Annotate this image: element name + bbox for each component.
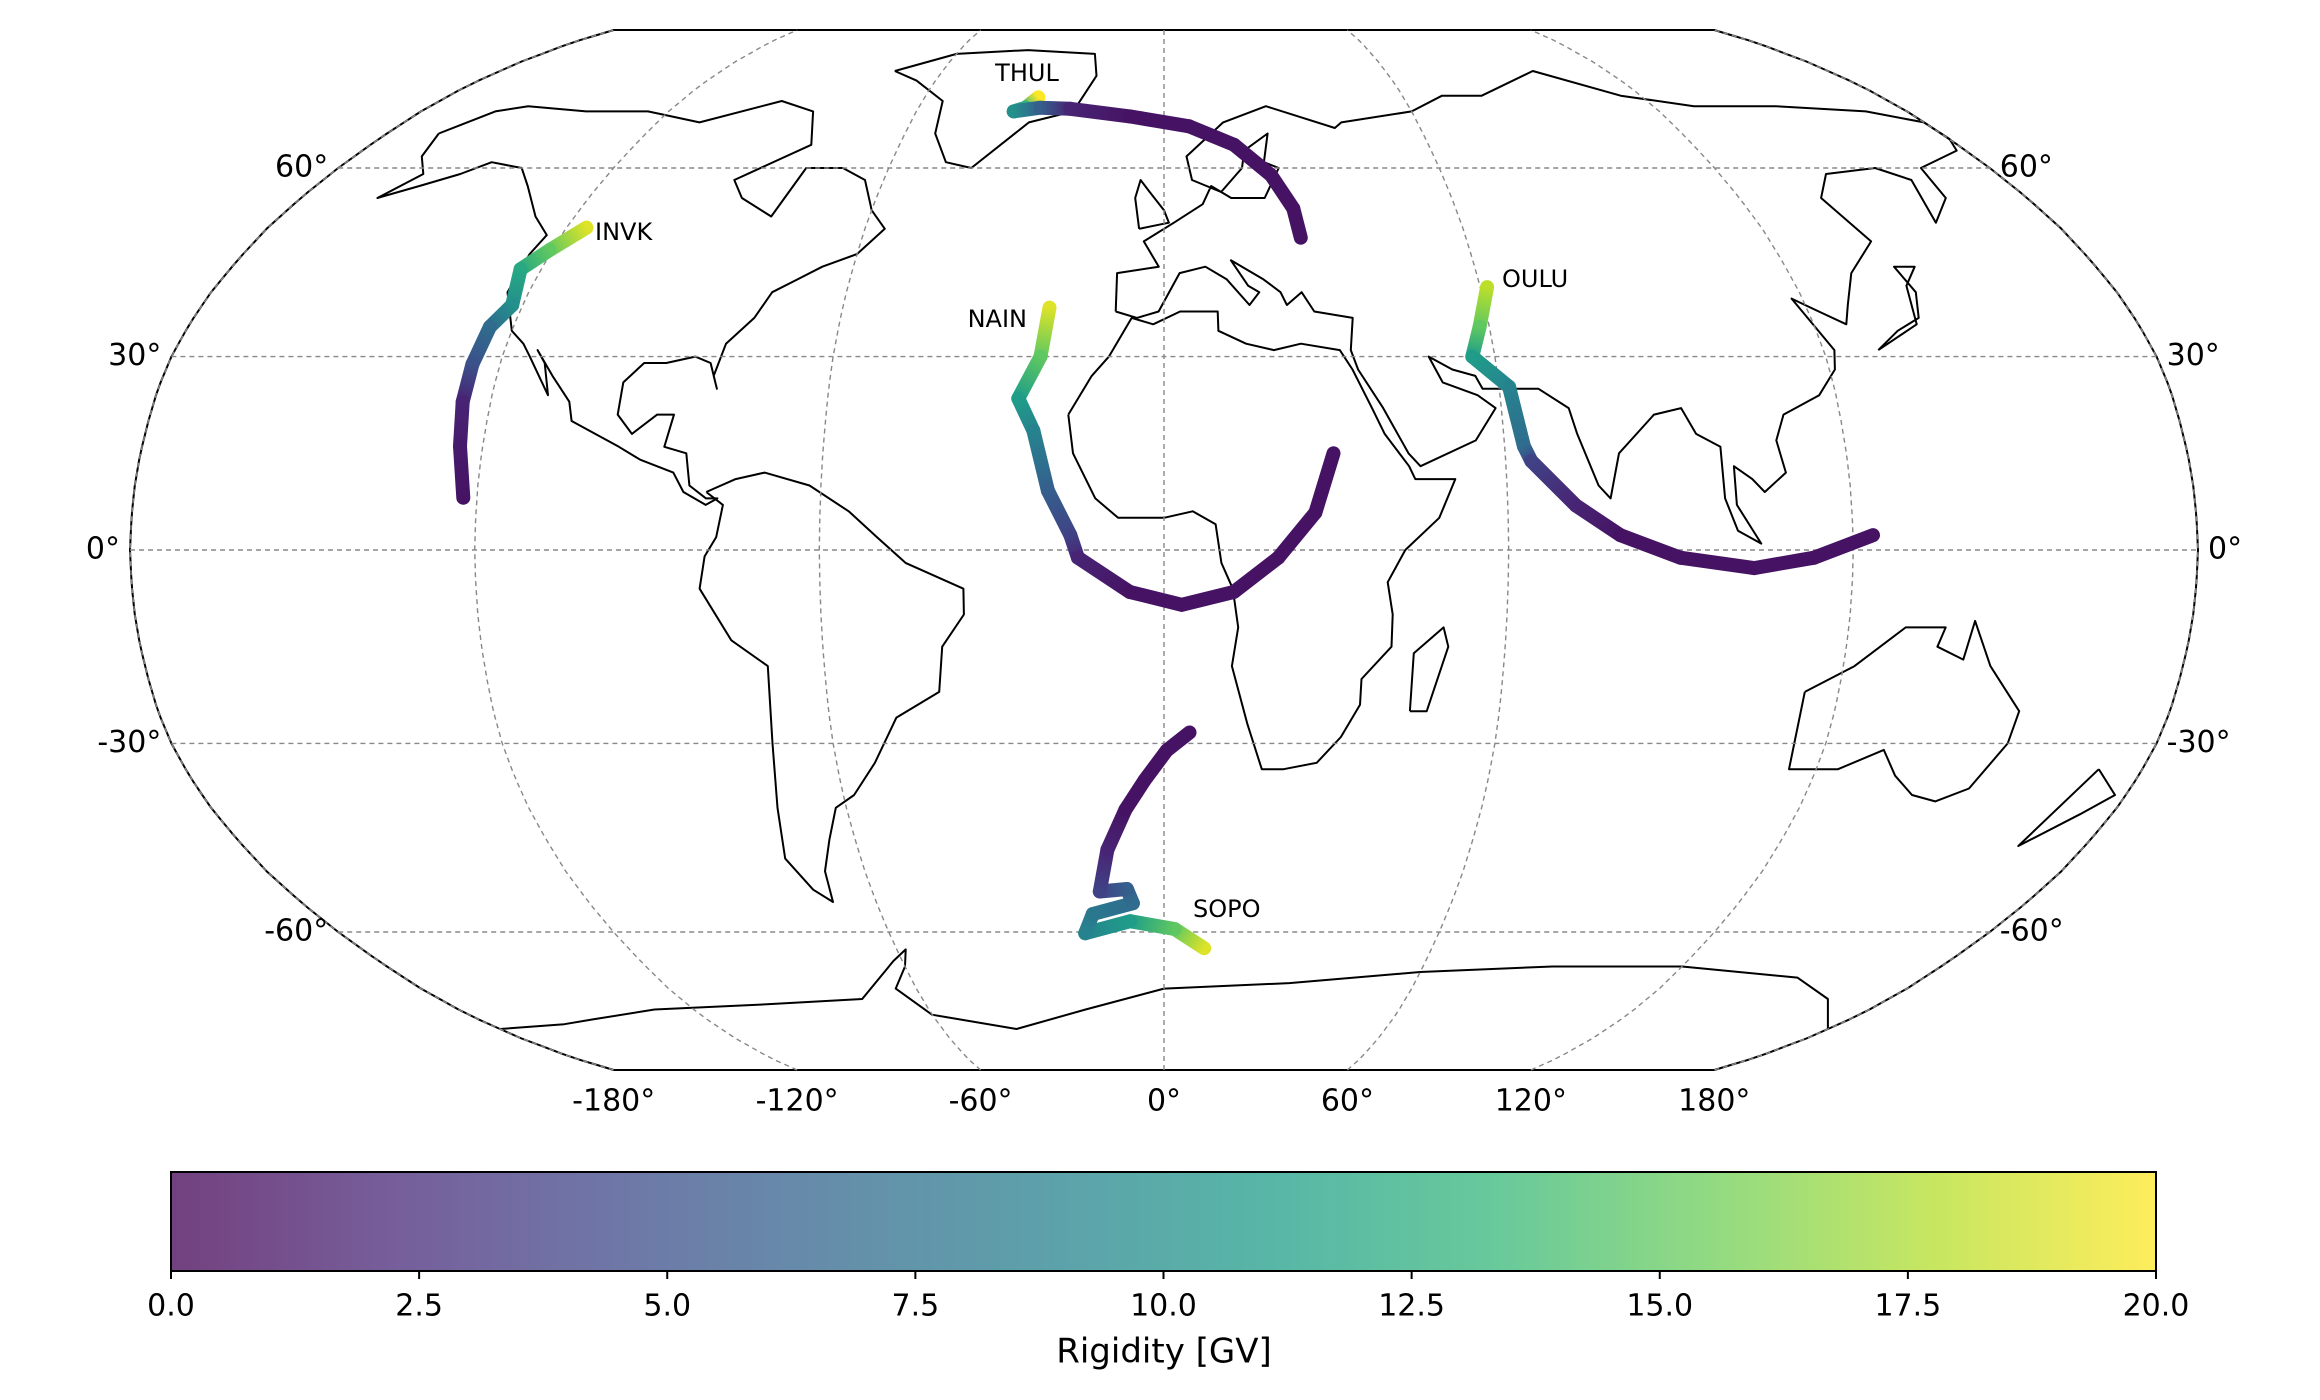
trajectory-segment — [1524, 454, 1583, 513]
trajectory-segment — [453, 394, 470, 454]
lon-tick-label: 0° — [1147, 1084, 1181, 1119]
coastline — [1067, 310, 1457, 771]
lat-tick-label: -60° — [2000, 913, 2064, 948]
station-label: INVK — [595, 218, 653, 246]
lat-tick-label: -60° — [264, 913, 328, 948]
lon-tick-label: 120° — [1495, 1084, 1567, 1119]
coastline — [376, 100, 886, 506]
trajectory-segment — [1807, 528, 1880, 565]
trajectory-segment — [1092, 842, 1115, 899]
trajectory-segment — [1613, 528, 1688, 565]
colorbar-tick-label: 5.0 — [643, 1289, 691, 1324]
colorbar-tick-label: 17.5 — [1874, 1289, 1941, 1324]
coastline — [1134, 179, 1170, 230]
trajectory-segment — [1182, 119, 1242, 152]
trajectory-segment — [1070, 550, 1137, 599]
trajectories — [453, 90, 1880, 956]
colorbar-tick-label: 2.5 — [395, 1289, 443, 1324]
lat-tick-label: -30° — [97, 725, 161, 760]
station-label: OULU — [1502, 265, 1568, 293]
trajectory-segment — [1100, 802, 1133, 857]
trajectory-segment — [1063, 101, 1137, 124]
trajectory-segment — [1226, 550, 1286, 599]
trajectory-segment — [1040, 483, 1078, 543]
trajectory-segment — [1502, 379, 1531, 454]
lat-tick-label: 30° — [2167, 338, 2220, 373]
trajectory-segment — [1747, 550, 1822, 576]
colorbar-tick-label: 15.0 — [1626, 1289, 1693, 1324]
lat-tick-label: 0° — [86, 532, 120, 567]
trajectory-segment — [1123, 914, 1182, 936]
colorbar — [171, 1172, 2156, 1271]
lat-tick-label: -30° — [2167, 725, 2231, 760]
colorbar-tick-label: 20.0 — [2123, 1289, 2190, 1324]
lat-tick-label: 0° — [2208, 532, 2242, 567]
trajectory-segment — [1033, 300, 1057, 364]
coastline — [2017, 768, 2116, 847]
coastline — [894, 49, 1098, 169]
lat-tick-label: 60° — [2000, 150, 2053, 185]
trajectory-segment — [1286, 201, 1308, 245]
trajectory-segment — [1026, 423, 1055, 498]
lon-tick-label: -120° — [756, 1084, 839, 1119]
colorbar-tick-label: 12.5 — [1378, 1289, 1445, 1324]
trajectory-segment — [1465, 349, 1517, 394]
station-label: SOPO — [1193, 895, 1261, 923]
trajectory-segment — [1568, 498, 1628, 543]
colorbar-label: Rigidity [GV] — [1056, 1332, 1272, 1372]
trajectory-segment — [1227, 137, 1279, 183]
station-label: NAIN — [968, 305, 1027, 333]
trajectory-segment — [1122, 109, 1197, 134]
trajectory-segment — [1673, 550, 1762, 576]
trajectory-segment — [453, 439, 471, 505]
coastline — [1788, 619, 2021, 803]
trajectory-segment — [1174, 584, 1241, 612]
colorbar-tick-label: 10.0 — [1130, 1289, 1197, 1324]
lon-tick-label: -60° — [949, 1084, 1013, 1119]
trajectory-segment — [1122, 584, 1189, 612]
lon-tick-label: -180° — [572, 1084, 655, 1119]
lat-tick-label: 30° — [108, 338, 161, 373]
graticule — [129, 29, 2199, 1071]
station-label: THUL — [994, 59, 1059, 87]
coastline — [1408, 626, 1450, 713]
trajectory-segment — [1308, 446, 1341, 520]
trajectory-segment — [1011, 349, 1048, 406]
lat-tick-label: 60° — [275, 150, 328, 185]
lon-tick-label: 180° — [1678, 1084, 1750, 1119]
colorbar-tick-label: 7.5 — [892, 1289, 940, 1324]
trajectory-segment — [1271, 505, 1323, 565]
colorbar-tick-label: 0.0 — [147, 1289, 195, 1324]
coastline — [1877, 265, 1920, 351]
lon-tick-label: 60° — [1321, 1084, 1374, 1119]
trajectory-segment — [542, 220, 594, 258]
coastline — [698, 471, 965, 903]
trajectory-segment — [1159, 725, 1197, 758]
coastline — [1114, 70, 1958, 545]
